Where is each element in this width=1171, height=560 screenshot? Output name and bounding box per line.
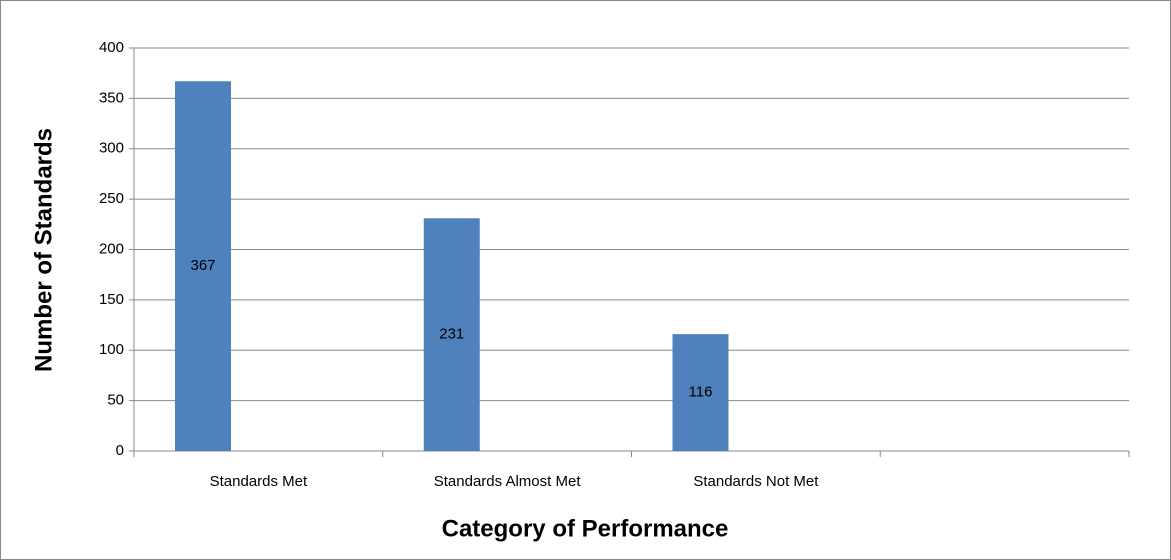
y-axis-title: Number of Standards bbox=[30, 128, 57, 372]
y-tick-label: 50 bbox=[107, 392, 124, 409]
y-tick-label: 350 bbox=[99, 89, 124, 106]
x-axis-title: Category of Performance bbox=[442, 515, 729, 542]
x-tick-label: Standards Not Met bbox=[693, 473, 819, 490]
y-tick-label: 0 bbox=[116, 442, 124, 459]
y-tick-label: 250 bbox=[99, 190, 124, 207]
y-tick-label: 200 bbox=[99, 240, 124, 257]
y-tick-label: 100 bbox=[99, 341, 124, 358]
y-tick-label: 150 bbox=[99, 291, 124, 308]
bar bbox=[672, 334, 729, 451]
bar bbox=[423, 218, 480, 451]
x-tick-label: Standards Met bbox=[210, 473, 308, 490]
bar bbox=[175, 81, 231, 451]
y-tick-label: 300 bbox=[99, 140, 124, 157]
y-tick-label: 400 bbox=[99, 39, 124, 56]
data-label: 116 bbox=[689, 384, 713, 401]
data-label: 367 bbox=[190, 257, 215, 274]
x-tick-label: Standards Almost Met bbox=[434, 473, 582, 490]
data-label: 231 bbox=[439, 326, 464, 343]
